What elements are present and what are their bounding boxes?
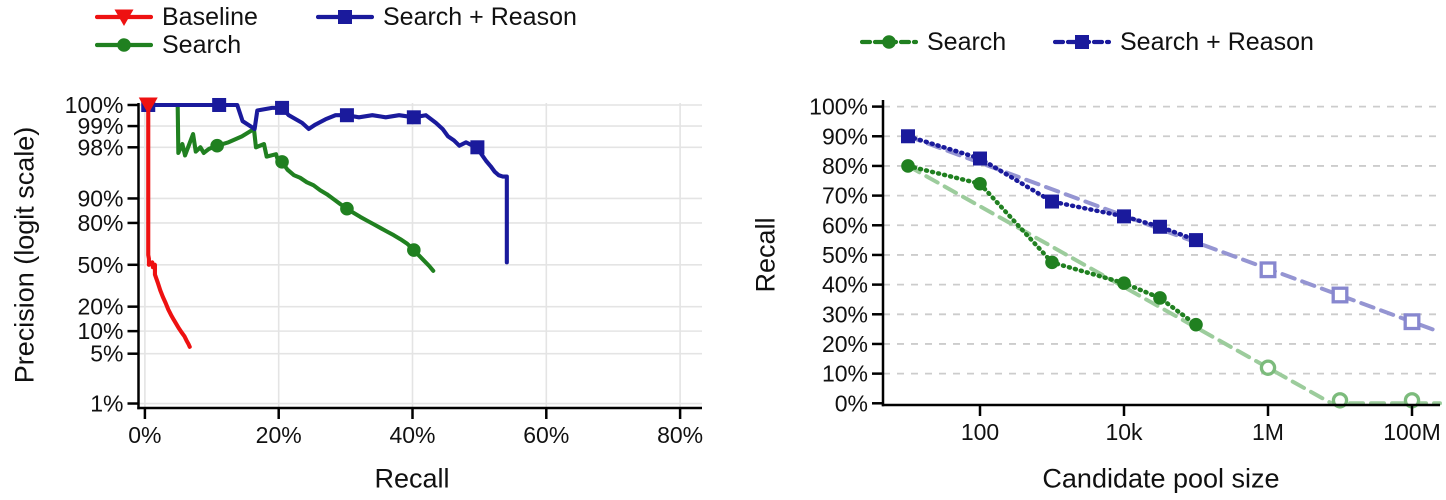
right-y-tick-label: 0% bbox=[835, 390, 868, 416]
legend-marker-square bbox=[316, 10, 374, 24]
left-x-tick-label: 20% bbox=[256, 422, 302, 448]
left-axes: 100%99%98%90%80%50%20%10%5%1%0% 20% 40% 60%… bbox=[65, 92, 703, 448]
right-y-tick-label: 60% bbox=[822, 212, 868, 238]
left-y-tick-label: 98% bbox=[77, 134, 123, 160]
left-x-tick-label: 40% bbox=[389, 422, 435, 448]
legend-label: Search bbox=[927, 27, 1007, 56]
right-x-tick-label: 100 bbox=[961, 419, 999, 445]
right-series bbox=[901, 129, 1442, 409]
right-x-tick-label: 1M bbox=[1252, 419, 1284, 445]
legend-marker-square bbox=[1053, 35, 1111, 49]
right-y-tick-label: 50% bbox=[822, 242, 868, 268]
series-search-reason-extrapolated bbox=[1259, 261, 1421, 331]
left-x-tick-label: 0% bbox=[128, 422, 161, 448]
right-x-tick-label: 100M bbox=[1383, 419, 1441, 445]
left-y-tick-label: 80% bbox=[77, 210, 123, 236]
left-chart-plot: 100%99%98%90%80%50%20%10%5%1%0% 20% 40% 60%… bbox=[65, 92, 703, 448]
left-y-tick-label: 50% bbox=[77, 252, 123, 278]
right-x-tick-label: 10k bbox=[1105, 419, 1143, 445]
right-chart-plot: 100% 90% 80% 70% 60% 50% 40% 30% 20% 10% 0% 100 10k 1… bbox=[809, 94, 1442, 445]
right-grid bbox=[883, 105, 1440, 375]
legend-label: Baseline bbox=[162, 2, 258, 31]
left-x-tick-label: 80% bbox=[657, 422, 703, 448]
legend-item-search: Search bbox=[860, 27, 1007, 56]
legend-marker-circle bbox=[95, 38, 153, 52]
left-y-tick-label: 20% bbox=[77, 294, 123, 320]
left-y-tick-label: 100% bbox=[65, 92, 124, 118]
series-search-extrapolated bbox=[1259, 359, 1421, 409]
legend-label: Search + Reason bbox=[1120, 27, 1314, 56]
left-x-axis-title: Recall bbox=[374, 463, 450, 494]
series-baseline bbox=[138, 97, 192, 349]
legend-label: Search + Reason bbox=[383, 2, 577, 31]
left-y-tick-label: 5% bbox=[90, 341, 123, 367]
legend-item-search: Search bbox=[95, 30, 242, 59]
right-y-tick-label: 40% bbox=[822, 272, 868, 298]
legend-label: Search bbox=[162, 30, 242, 59]
left-x-tick-label: 60% bbox=[523, 422, 569, 448]
right-axes: 100% 90% 80% 70% 60% 50% 40% 30% 20% 10% 0% 100 10k 1… bbox=[809, 94, 1441, 445]
series-search bbox=[901, 159, 1203, 332]
legend-item-search-reason: Search + Reason bbox=[1053, 27, 1314, 56]
left-y-tick-label: 10% bbox=[77, 318, 123, 344]
legend-marker-triangle-down bbox=[95, 9, 153, 26]
right-y-tick-label: 90% bbox=[822, 123, 868, 149]
left-y-axis-title: Precision (logit scale) bbox=[9, 126, 40, 384]
right-y-tick-label: 100% bbox=[809, 94, 868, 120]
series-search bbox=[141, 98, 436, 273]
right-y-tick-label: 20% bbox=[822, 331, 868, 357]
left-y-tick-label: 90% bbox=[77, 185, 123, 211]
legend-item-search-reason: Search + Reason bbox=[316, 2, 577, 31]
right-y-tick-label: 10% bbox=[822, 361, 868, 387]
legend-marker-circle bbox=[860, 35, 918, 49]
right-y-tick-label: 70% bbox=[822, 183, 868, 209]
left-y-tick-label: 99% bbox=[77, 113, 123, 139]
right-y-tick-label: 80% bbox=[822, 153, 868, 179]
right-x-axis-title: Candidate pool size bbox=[1042, 463, 1280, 494]
series-search-reason bbox=[901, 129, 1203, 248]
right-y-tick-label: 30% bbox=[822, 301, 868, 327]
left-series bbox=[138, 97, 509, 349]
right-y-axis-title: Recall bbox=[750, 217, 781, 293]
series-search-trend bbox=[906, 163, 1442, 406]
series-search-reason bbox=[141, 97, 509, 265]
left-y-tick-label: 1% bbox=[90, 391, 123, 417]
legend-item-baseline: Baseline bbox=[95, 2, 258, 31]
